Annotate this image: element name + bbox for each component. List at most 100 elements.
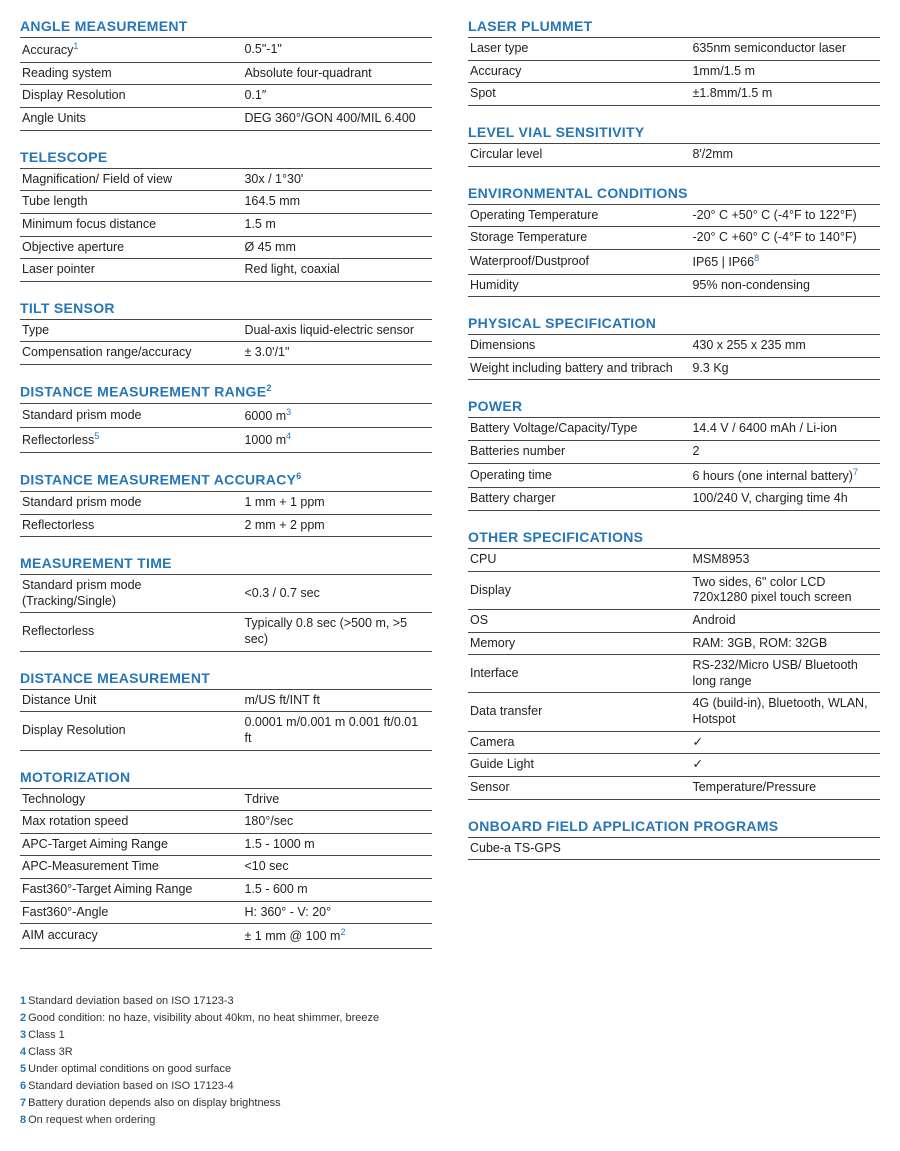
spec-value-text: 30x / 1°30' [244, 172, 303, 186]
table-row: InterfaceRS-232/Micro USB/ Bluetooth lon… [468, 655, 880, 693]
spec-label-text: Waterproof/Dustproof [470, 254, 589, 268]
table-row: Distance Unitm/US ft/INT ft [20, 689, 432, 712]
spec-value-text: 430 x 255 x 235 mm [692, 338, 805, 352]
left-column: ANGLE MEASUREMENTAccuracy10.5"-1"Reading… [20, 18, 432, 967]
table-row: Objective aperture Ø 45 mm [20, 236, 432, 259]
table-row: Storage Temperature -20° C +60° C (-4°F t… [468, 227, 880, 250]
table-row: Waterproof/DustproofIP65 | IP668 [468, 249, 880, 274]
spec-label: Max rotation speed [20, 811, 242, 834]
spec-value-text: 6000 m [244, 409, 286, 423]
spec-value-text: ✓ [692, 735, 702, 749]
section-title-text: LASER PLUMMET [468, 18, 592, 34]
spec-value: 0.5"-1" [242, 38, 432, 63]
spec-label: Standard prism mode [20, 403, 242, 428]
spec-label-text: AIM accuracy [22, 928, 98, 942]
section-title-text: MEASUREMENT TIME [20, 555, 172, 571]
spec-label-text: Objective aperture [22, 240, 124, 254]
spec-label-text: Battery charger [470, 491, 555, 505]
spec-label: Tube length [20, 191, 242, 214]
superscript: 5 [94, 431, 99, 441]
table-row: Fast360°-Target Aiming Range1.5 - 600 m [20, 879, 432, 902]
superscript: 2 [340, 927, 345, 937]
spec-value: Dual-axis liquid-electric sensor [242, 319, 432, 342]
spec-table: Type Dual-axis liquid-electric sensorComp… [20, 319, 432, 365]
spec-value-text: Ø 45 mm [244, 240, 295, 254]
spec-label-text: Distance Unit [22, 693, 96, 707]
table-row: TechnologyTdrive [20, 788, 432, 811]
spec-value-text: 1.5 m [244, 217, 275, 231]
spec-value: 2 mm + 2 ppm [242, 514, 432, 537]
spec-label: Reflectorless5 [20, 428, 242, 453]
table-row: Circular level 8'/2mm [468, 143, 880, 166]
spec-value-text: 8'/2mm [692, 147, 733, 161]
spec-value: Red light, coaxial [242, 259, 432, 282]
spec-value: -20° C +50° C (-4°F to 122°F) [690, 204, 880, 227]
spec-label: Objective aperture [20, 236, 242, 259]
spec-label: Compensation range/accuracy [20, 342, 242, 365]
spec-label: Weight including battery and tribrach [468, 357, 690, 380]
spec-label-text: Storage Temperature [470, 230, 587, 244]
spec-value: 430 x 255 x 235 mm [690, 335, 880, 358]
table-row: Camera✓ [468, 731, 880, 754]
spec-label-text: Type [22, 323, 49, 337]
table-row: Cube-a TS-GPS [468, 837, 880, 860]
spec-value: DEG 360°/GON 400/MIL 6.400 [242, 108, 432, 131]
spec-value: 1.5 - 1000 m [242, 833, 432, 856]
footnote: 7Battery duration depends also on displa… [20, 1097, 880, 1109]
table-row: Data transfer4G (build-in), Bluetooth, W… [468, 693, 880, 731]
spec-value-text: 100/240 V, charging time 4h [692, 491, 847, 505]
footnote-number: 6 [20, 1080, 26, 1092]
spec-label: Fast360°-Target Aiming Range [20, 879, 242, 902]
footnote: 1Standard deviation based on ISO 17123-3 [20, 995, 880, 1007]
spec-value-text: -20° C +60° C (-4°F to 140°F) [692, 230, 856, 244]
spec-section: ANGLE MEASUREMENTAccuracy10.5"-1"Reading… [20, 18, 432, 131]
spec-label-text: OS [470, 613, 488, 627]
spec-section: MOTORIZATIONTechnologyTdriveMax rotation… [20, 769, 432, 950]
spec-label-text: Circular level [470, 147, 542, 161]
spec-table: Distance Unitm/US ft/INT ftDisplay Resol… [20, 689, 432, 751]
spec-label-text: Memory [470, 636, 515, 650]
spec-label-text: Batteries number [470, 444, 565, 458]
spec-value-text: 180°/sec [244, 814, 293, 828]
footnote-text: Class 3R [28, 1046, 73, 1058]
spec-table: Standard prism mode1 mm + 1 ppmReflector… [20, 491, 432, 537]
spec-value: -20° C +60° C (-4°F to 140°F) [690, 227, 880, 250]
spec-label-text: Dimensions [470, 338, 535, 352]
spec-label-text: Accuracy [470, 64, 521, 78]
spec-value: <10 sec [242, 856, 432, 879]
spec-value: 100/240 V, charging time 4h [690, 488, 880, 511]
spec-section: LASER PLUMMETLaser type635nm semiconduct… [468, 18, 880, 106]
spec-label-text: Operating time [470, 468, 552, 482]
section-title: MOTORIZATION [20, 769, 432, 788]
spec-label-text: Display [470, 583, 511, 597]
spec-value-text: 14.4 V / 6400 mAh / Li-ion [692, 421, 837, 435]
spec-label: Guide Light [468, 754, 690, 777]
footnote-text: Standard deviation based on ISO 17123-4 [28, 1080, 233, 1092]
spec-table: Accuracy10.5"-1"Reading systemAbsolute f… [20, 37, 432, 131]
table-row: Angle UnitsDEG 360°/GON 400/MIL 6.400 [20, 108, 432, 131]
spec-value-text: 1mm/1.5 m [692, 64, 755, 78]
section-title-text: ENVIRONMENTAL CONDITIONS [468, 185, 688, 201]
footnote: 8On request when ordering [20, 1114, 880, 1126]
footnote-number: 2 [20, 1012, 26, 1024]
spec-label: Storage Temperature [468, 227, 690, 250]
spec-label: OS [468, 609, 690, 632]
spec-label: Operating Temperature [468, 204, 690, 227]
spec-value: 30x / 1°30' [242, 168, 432, 191]
spec-section: OTHER SPECIFICATIONSCPUMSM8953DisplayTwo… [468, 529, 880, 800]
footnote: 2Good condition: no haze, visibility abo… [20, 1012, 880, 1024]
spec-label: Waterproof/Dustproof [468, 249, 690, 274]
spec-value-text: Temperature/Pressure [692, 780, 816, 794]
spec-label-text: Laser pointer [22, 262, 95, 276]
spec-label-text: Battery Voltage/Capacity/Type [470, 421, 637, 435]
table-row: Battery Voltage/Capacity/Type 14.4 V / 64… [468, 418, 880, 441]
table-row: Operating Temperature-20° C +50° C (-4°F… [468, 204, 880, 227]
section-title: OTHER SPECIFICATIONS [468, 529, 880, 548]
spec-value-text: DEG 360°/GON 400/MIL 6.400 [244, 111, 415, 125]
footnote-text: Class 1 [28, 1029, 65, 1041]
table-row: Accuracy10.5"-1" [20, 38, 432, 63]
section-title-text: DISTANCE MEASUREMENT [20, 670, 210, 686]
spec-table: CPUMSM8953DisplayTwo sides, 6" color LCD… [468, 548, 880, 800]
spec-table: Battery Voltage/Capacity/Type 14.4 V / 64… [468, 417, 880, 511]
spec-value: Typically 0.8 sec (>500 m, >5 sec) [242, 613, 432, 651]
